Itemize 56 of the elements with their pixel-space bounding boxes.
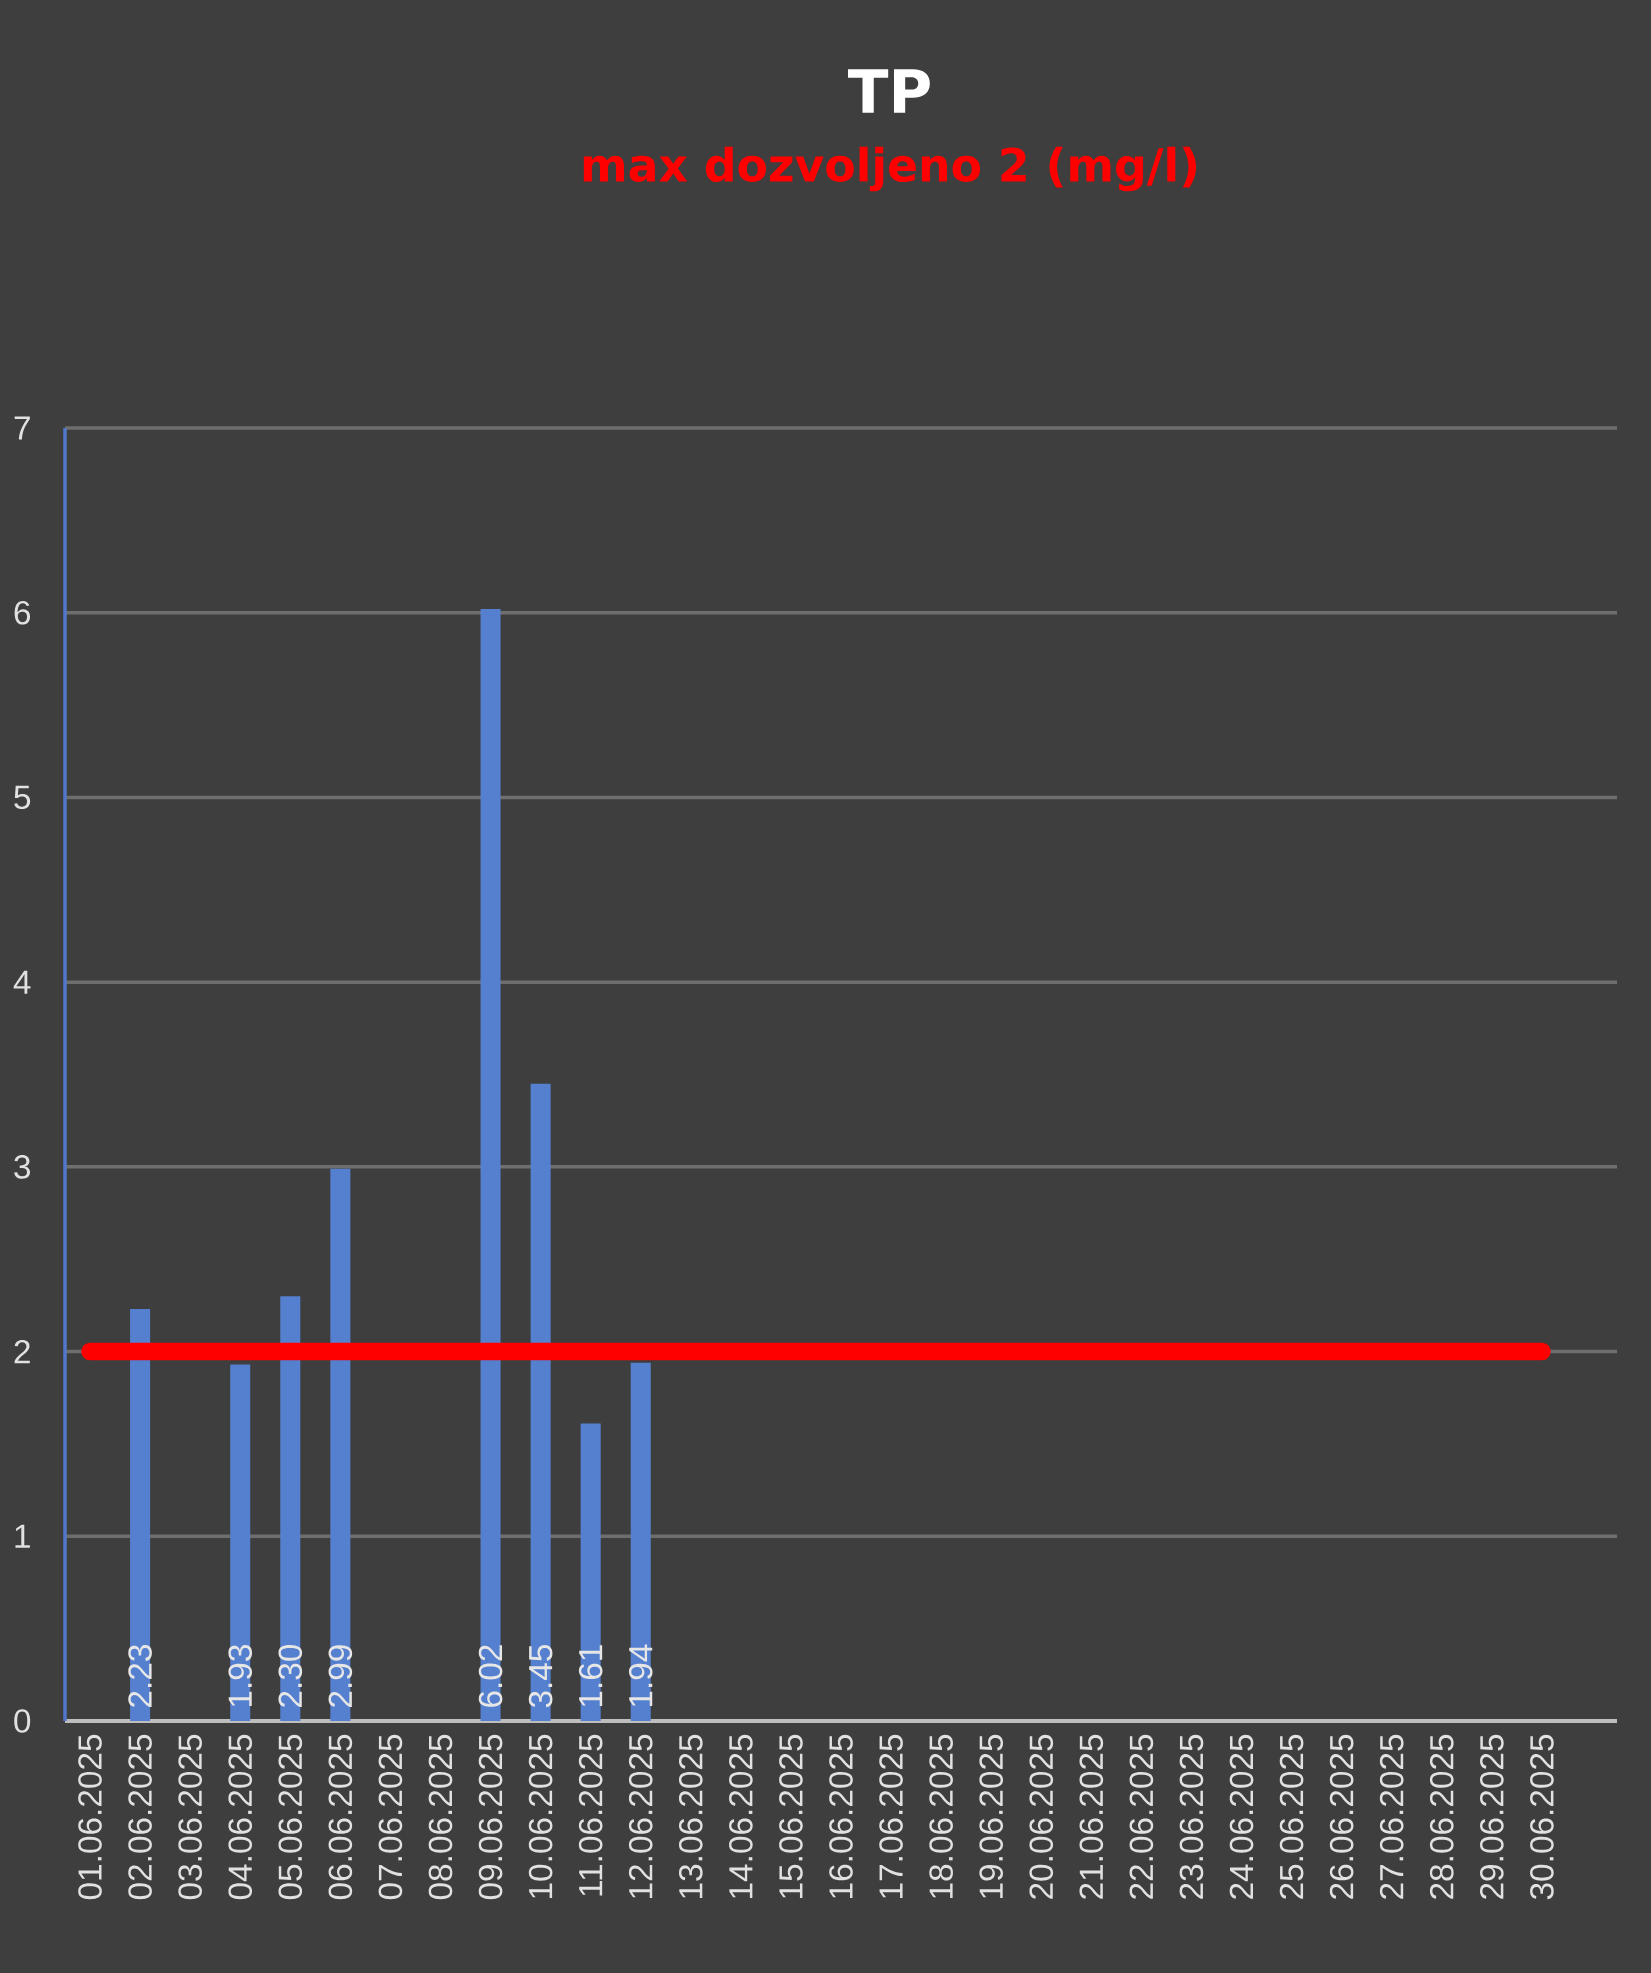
data-label: 3.45 xyxy=(528,1644,553,1708)
x-tick-label: 24.06.2025 xyxy=(1229,1734,1254,1899)
data-label: 2.30 xyxy=(278,1644,303,1707)
x-tick-label: 17.06.2025 xyxy=(879,1734,903,1898)
y-tick-label: 5 xyxy=(14,785,31,810)
bar xyxy=(480,609,501,1721)
x-tick-label: 10.06.2025 xyxy=(528,1734,553,1898)
x-tick-label: 20.06.2025 xyxy=(1029,1734,1054,1899)
bar xyxy=(230,1364,251,1721)
x-tick-label: 12.06.2025 xyxy=(628,1734,653,1898)
bar xyxy=(280,1296,301,1721)
bar xyxy=(330,1168,351,1721)
x-tick-label: 01.06.2025 xyxy=(78,1734,102,1900)
chart-subtitle: max dozvoljeno 2 (mg/l) xyxy=(583,146,1197,192)
x-tick-label: 28.06.2025 xyxy=(1429,1734,1454,1899)
x-tick-label: 29.06.2025 xyxy=(1480,1734,1504,1899)
x-tick-label: 16.06.2025 xyxy=(829,1734,853,1898)
data-label: 1.93 xyxy=(228,1645,253,1707)
x-tick-label: 09.06.2025 xyxy=(478,1734,503,1900)
y-tick-label: 7 xyxy=(14,416,30,440)
y-tick-label: 1 xyxy=(15,1524,30,1548)
x-tick-label: 11.06.2025 xyxy=(578,1734,603,1896)
x-tick-label: 30.06.2025 xyxy=(1530,1734,1554,1900)
x-tick-label: 15.06.2025 xyxy=(779,1734,803,1898)
x-tick-label: 06.06.2025 xyxy=(328,1734,353,1900)
chart-title: TP xyxy=(848,69,930,113)
data-label: 1.61 xyxy=(578,1645,603,1707)
x-tick-label: 27.06.2025 xyxy=(1379,1734,1404,1899)
y-tick-label: 3 xyxy=(14,1155,31,1179)
x-tick-label: 04.06.2025 xyxy=(228,1734,253,1900)
x-tick-label: 26.06.2025 xyxy=(1329,1734,1354,1899)
bar xyxy=(630,1362,651,1721)
x-tick-label: 08.06.2025 xyxy=(428,1734,453,1900)
x-tick-label: 19.06.2025 xyxy=(979,1734,1004,1898)
data-label: 1.94 xyxy=(628,1644,653,1707)
y-tick-label: 6 xyxy=(14,600,31,625)
x-tick-label: 25.06.2025 xyxy=(1279,1734,1304,1899)
bar xyxy=(530,1083,551,1721)
x-tick-label: 03.06.2025 xyxy=(178,1734,202,1900)
x-tick-label: 02.06.2025 xyxy=(128,1734,152,1900)
bar xyxy=(130,1309,151,1721)
x-tick-label: 18.06.2025 xyxy=(929,1734,953,1898)
x-tick-label: 23.06.2025 xyxy=(1179,1734,1204,1899)
data-label: 6.02 xyxy=(478,1645,503,1707)
x-tick-label: 21.06.2025 xyxy=(1079,1734,1104,1899)
x-tick-label: 07.06.2025 xyxy=(378,1734,403,1900)
x-tick-label: 14.06.2025 xyxy=(729,1734,753,1898)
data-label: 2.99 xyxy=(328,1645,353,1707)
data-label: 2.23 xyxy=(128,1645,152,1707)
x-tick-label: 05.06.2025 xyxy=(278,1734,303,1900)
y-tick-label: 4 xyxy=(13,970,31,994)
x-tick-label: 13.06.2025 xyxy=(678,1734,703,1898)
bar xyxy=(580,1423,601,1721)
x-tick-label: 22.06.2025 xyxy=(1129,1734,1154,1899)
y-tick-label: 2 xyxy=(14,1339,30,1364)
y-tick-label: 0 xyxy=(14,1709,31,1733)
